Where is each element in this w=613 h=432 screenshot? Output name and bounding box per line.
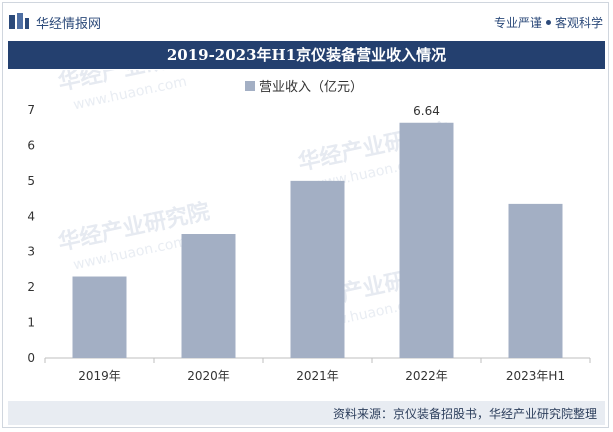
- legend-label: 营业收入（亿元）: [259, 80, 363, 95]
- brand-name: 华经情报网: [36, 16, 102, 32]
- x-tick-label: 2023年H1: [506, 369, 565, 383]
- bar: [181, 234, 236, 358]
- y-tick-label: 2: [27, 280, 35, 294]
- tagline: 专业严谨 客观科学: [494, 14, 603, 31]
- x-tick-label: 2021年: [296, 369, 339, 383]
- tagline-left: 专业严谨: [493, 16, 542, 30]
- x-tick-label: 2022年: [405, 369, 448, 383]
- header: 华经情报网 专业严谨 客观科学: [0, 0, 613, 40]
- chart-title: 2019-2023年H1京仪装备营业收入情况: [8, 41, 605, 69]
- legend-swatch: [245, 81, 255, 91]
- y-tick-label: 5: [27, 174, 35, 188]
- x-tick-label: 2019年: [78, 369, 121, 383]
- bar: [508, 203, 563, 358]
- footer: 资料来源：京仪装备招股书，华经产业研究院整理: [8, 401, 605, 425]
- bar: [72, 276, 127, 358]
- bar: [290, 180, 345, 358]
- tagline-dot-icon: [545, 20, 551, 25]
- x-tick-label: 2020年: [187, 369, 230, 383]
- chart-area: 华经产业研究院www.huaon.com华经产业研究院www.huaon.com…: [0, 38, 613, 400]
- tagline-right: 客观科学: [554, 16, 603, 30]
- brand[interactable]: 华经情报网: [8, 11, 101, 33]
- source-note: 资料来源：京仪装备招股书，华经产业研究院整理: [332, 407, 597, 421]
- y-tick-label: 7: [27, 103, 35, 117]
- y-tick-label: 1: [27, 316, 35, 330]
- y-tick-label: 3: [27, 245, 35, 259]
- bar: [399, 122, 454, 358]
- data-label: 6.64: [413, 104, 440, 118]
- y-tick-label: 4: [27, 209, 35, 223]
- bar-chart: 华经产业研究院www.huaon.com华经产业研究院www.huaon.com…: [27, 38, 591, 383]
- y-tick-label: 0: [27, 351, 35, 365]
- brand-logo-icon: [9, 13, 29, 29]
- y-tick-label: 6: [27, 138, 35, 152]
